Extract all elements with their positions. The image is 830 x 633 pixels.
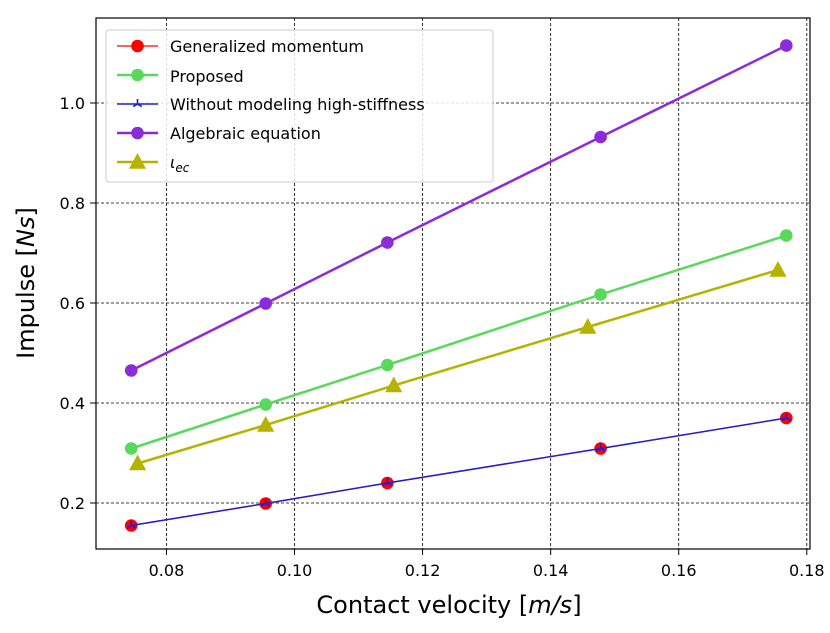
data-point bbox=[124, 364, 138, 377]
y-tick-label: 1.0 bbox=[60, 94, 85, 113]
legend-box bbox=[105, 29, 494, 183]
data-point bbox=[781, 413, 792, 422]
data-point bbox=[595, 443, 606, 452]
data-point bbox=[259, 297, 272, 310]
legend-label-generalized-momentum: Generalized momentum bbox=[170, 37, 364, 56]
data-point bbox=[594, 130, 607, 144]
data-point bbox=[126, 520, 136, 529]
y-tick-label: 0.8 bbox=[60, 194, 85, 213]
axis-ticks: 0.08 0.10 0.12 0.14 0.16 0.18 0.2 0.4 0.6 0.8 1.0 bbox=[60, 94, 825, 580]
data-point bbox=[594, 288, 607, 301]
data-point bbox=[381, 358, 394, 372]
series-2 bbox=[126, 413, 792, 529]
legend-handle-marker bbox=[131, 68, 144, 82]
data-point bbox=[382, 478, 393, 487]
data-point bbox=[381, 236, 394, 249]
data-point bbox=[257, 416, 275, 432]
legend-label-without-modeling: Without modeling high-stiffness bbox=[170, 95, 425, 114]
legend: Generalized momentum Proposed Without mo… bbox=[105, 29, 494, 183]
y-axis-label: Impulse [Ns] bbox=[12, 207, 40, 359]
data-point bbox=[579, 318, 597, 334]
legend-label-proposed: Proposed bbox=[170, 67, 244, 86]
y-tick-label: 0.2 bbox=[60, 494, 85, 513]
data-point bbox=[260, 498, 271, 507]
x-tick-label: 0.16 bbox=[661, 561, 697, 580]
x-tick-label: 0.10 bbox=[277, 561, 313, 580]
legend-handles bbox=[117, 39, 158, 169]
x-tick-label: 0.18 bbox=[789, 561, 825, 580]
x-tick-label: 0.08 bbox=[149, 561, 185, 580]
legend-handle-marker bbox=[132, 99, 143, 108]
y-tick-label: 0.4 bbox=[60, 394, 85, 413]
data-point bbox=[259, 398, 272, 411]
x-axis-label: Contact velocity [m/s] bbox=[316, 591, 581, 619]
legend-handle-marker bbox=[131, 39, 144, 53]
legend-label-algebraic-equation: Algebraic equation bbox=[170, 124, 321, 143]
plot-frame bbox=[95, 17, 811, 550]
data-point bbox=[129, 454, 147, 471]
legend-handle-marker bbox=[128, 153, 147, 169]
series-1 bbox=[124, 229, 793, 455]
y-tick-label: 0.6 bbox=[60, 294, 85, 313]
x-tick-label: 0.12 bbox=[405, 561, 441, 580]
data-point bbox=[385, 376, 403, 393]
legend-handle-marker bbox=[131, 126, 144, 140]
data-point bbox=[769, 261, 787, 277]
data-point bbox=[780, 229, 793, 242]
series-3 bbox=[124, 39, 793, 377]
data-point bbox=[124, 442, 138, 455]
x-tick-label: 0.14 bbox=[533, 561, 569, 580]
data-point bbox=[780, 39, 793, 52]
series-layer bbox=[124, 39, 793, 532]
legend-label-iota-ec: ιec bbox=[170, 153, 190, 175]
series-4 bbox=[129, 261, 787, 471]
